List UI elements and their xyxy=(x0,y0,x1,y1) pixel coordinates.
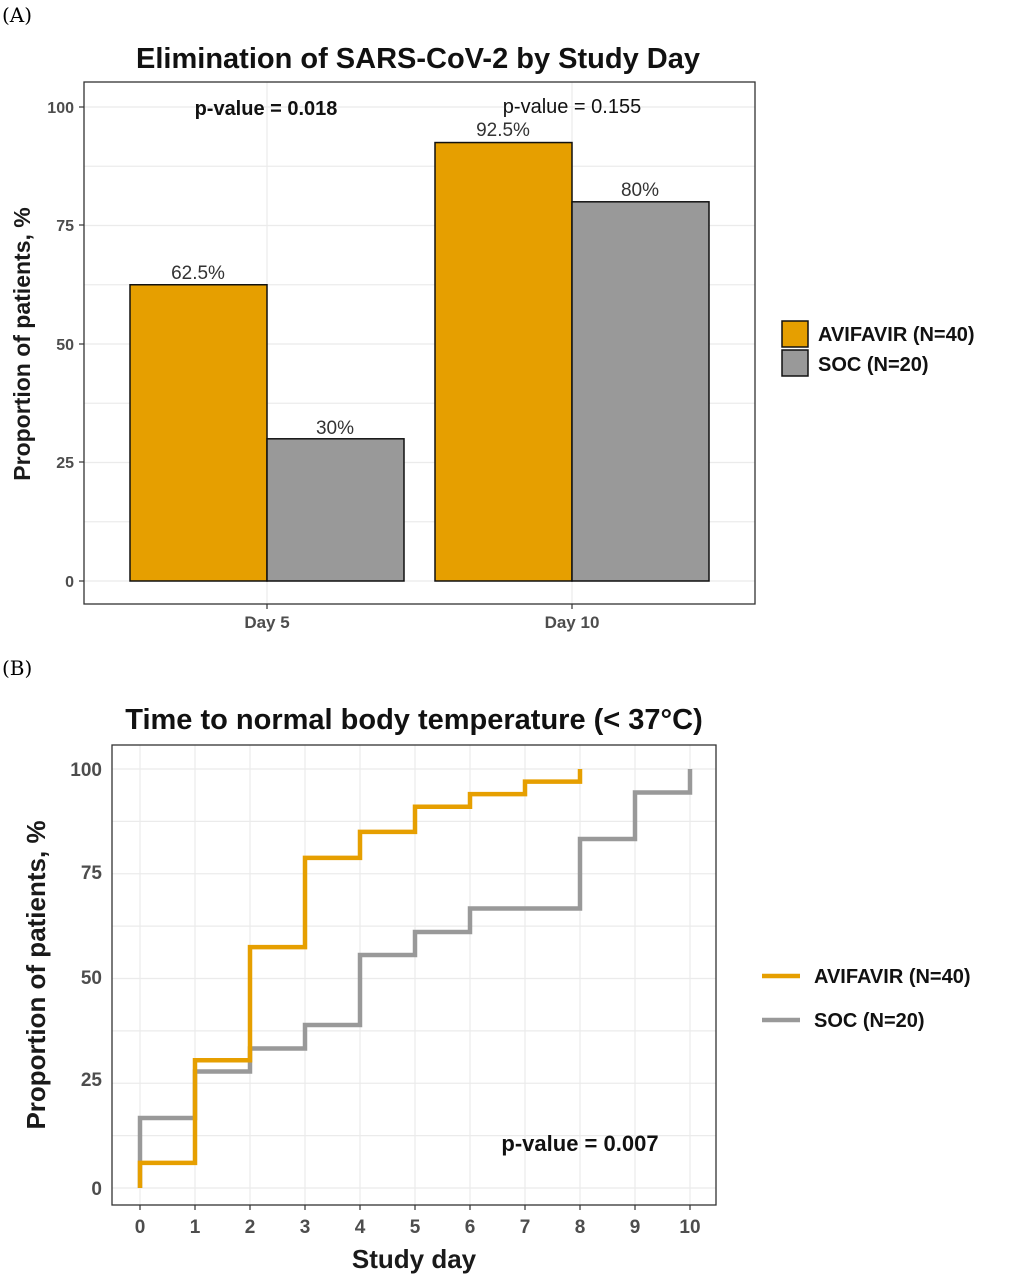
legend-a-label-soc: SOC (N=20) xyxy=(818,354,929,376)
panel-a-y-tick-marks xyxy=(79,106,573,609)
bar-soc-day10 xyxy=(571,201,710,582)
b-ytick-75: 75 xyxy=(81,863,103,884)
panel-b-y-ticks: 0 25 50 75 100 xyxy=(70,760,102,1200)
a-xtick-day5: Day 5 xyxy=(244,613,289,632)
step-line-avifavir xyxy=(137,769,583,1188)
panel-b-step-lines xyxy=(137,769,693,1188)
b-xtick-4: 4 xyxy=(355,1217,366,1238)
b-xtick-8: 8 xyxy=(575,1217,586,1238)
b-xtick-9: 9 xyxy=(630,1217,641,1238)
a-ytick-0: 0 xyxy=(65,574,74,591)
b-xtick-7: 7 xyxy=(520,1217,531,1238)
panel-a-label: (A) xyxy=(2,3,32,27)
panel-b-pvalue: p-value = 0.007 xyxy=(501,1131,658,1156)
bar-label-avifavir-day10: 92.5% xyxy=(476,120,530,141)
panel-a-bar-labels: 62.5% 30% 92.5% 80% xyxy=(171,120,659,439)
a-ytick-50: 50 xyxy=(56,337,74,354)
panel-a-y-ticks: 0 25 50 75 100 xyxy=(47,100,74,591)
step-line-soc xyxy=(137,769,693,1188)
panel-a-pvalue-day5: p-value = 0.018 xyxy=(195,98,338,120)
bar-avifavir-day5 xyxy=(129,284,268,582)
panel-b-y-axis-title: Proportion of patients, % xyxy=(21,820,51,1129)
panel-a-plot-frame xyxy=(83,81,756,605)
b-xtick-3: 3 xyxy=(300,1217,311,1238)
a-ytick-100: 100 xyxy=(47,100,74,117)
bar-soc-day5 xyxy=(266,438,405,582)
panel-b-x-axis-title: Study day xyxy=(352,1244,477,1274)
panel-a-x-ticks: Day 5 Day 10 xyxy=(244,613,599,632)
panel-a-legend: AVIFAVIR (N=40) SOC (N=20) xyxy=(781,320,975,377)
b-xtick-5: 5 xyxy=(410,1217,421,1238)
legend-b-label-soc: SOC (N=20) xyxy=(814,1010,925,1032)
panel-a-pvalue-day10: p-value = 0.155 xyxy=(503,96,641,118)
legend-a-swatch-soc xyxy=(781,349,809,377)
bar-label-soc-day10: 80% xyxy=(621,180,659,201)
a-xtick-day10: Day 10 xyxy=(545,613,600,632)
b-xtick-0: 0 xyxy=(135,1217,146,1238)
b-ytick-50: 50 xyxy=(81,968,102,989)
legend-a-label-avifavir: AVIFAVIR (N=40) xyxy=(818,324,975,346)
legend-a-swatch-avifavir xyxy=(781,320,809,348)
b-xtick-10: 10 xyxy=(679,1217,700,1238)
b-xtick-1: 1 xyxy=(190,1217,201,1238)
panel-b-legend: AVIFAVIR (N=40) SOC (N=20) xyxy=(762,966,971,1032)
panel-a-bars xyxy=(129,141,710,582)
legend-b-label-avifavir: AVIFAVIR (N=40) xyxy=(814,966,971,988)
b-ytick-25: 25 xyxy=(81,1070,103,1091)
bar-avifavir-day10 xyxy=(434,141,573,582)
a-ytick-75: 75 xyxy=(56,218,74,235)
b-ytick-0: 0 xyxy=(91,1179,102,1200)
panel-b-title: Time to normal body temperature (< 37°C) xyxy=(125,704,703,736)
bar-label-avifavir-day5: 62.5% xyxy=(171,263,225,284)
panel-b-plot-frame xyxy=(111,744,717,1206)
panel-a-title: Elimination of SARS-CoV-2 by Study Day xyxy=(136,43,700,75)
bar-label-soc-day5: 30% xyxy=(316,418,354,439)
b-xtick-2: 2 xyxy=(245,1217,256,1238)
a-ytick-25: 25 xyxy=(56,455,74,472)
panel-b-x-ticks: 0 1 2 3 4 5 6 7 8 9 10 xyxy=(135,1217,701,1238)
panel-b-label: (B) xyxy=(2,656,32,680)
b-xtick-6: 6 xyxy=(465,1217,476,1238)
panel-a-y-axis-title: Proportion of patients, % xyxy=(9,207,35,480)
b-ytick-100: 100 xyxy=(70,760,102,781)
